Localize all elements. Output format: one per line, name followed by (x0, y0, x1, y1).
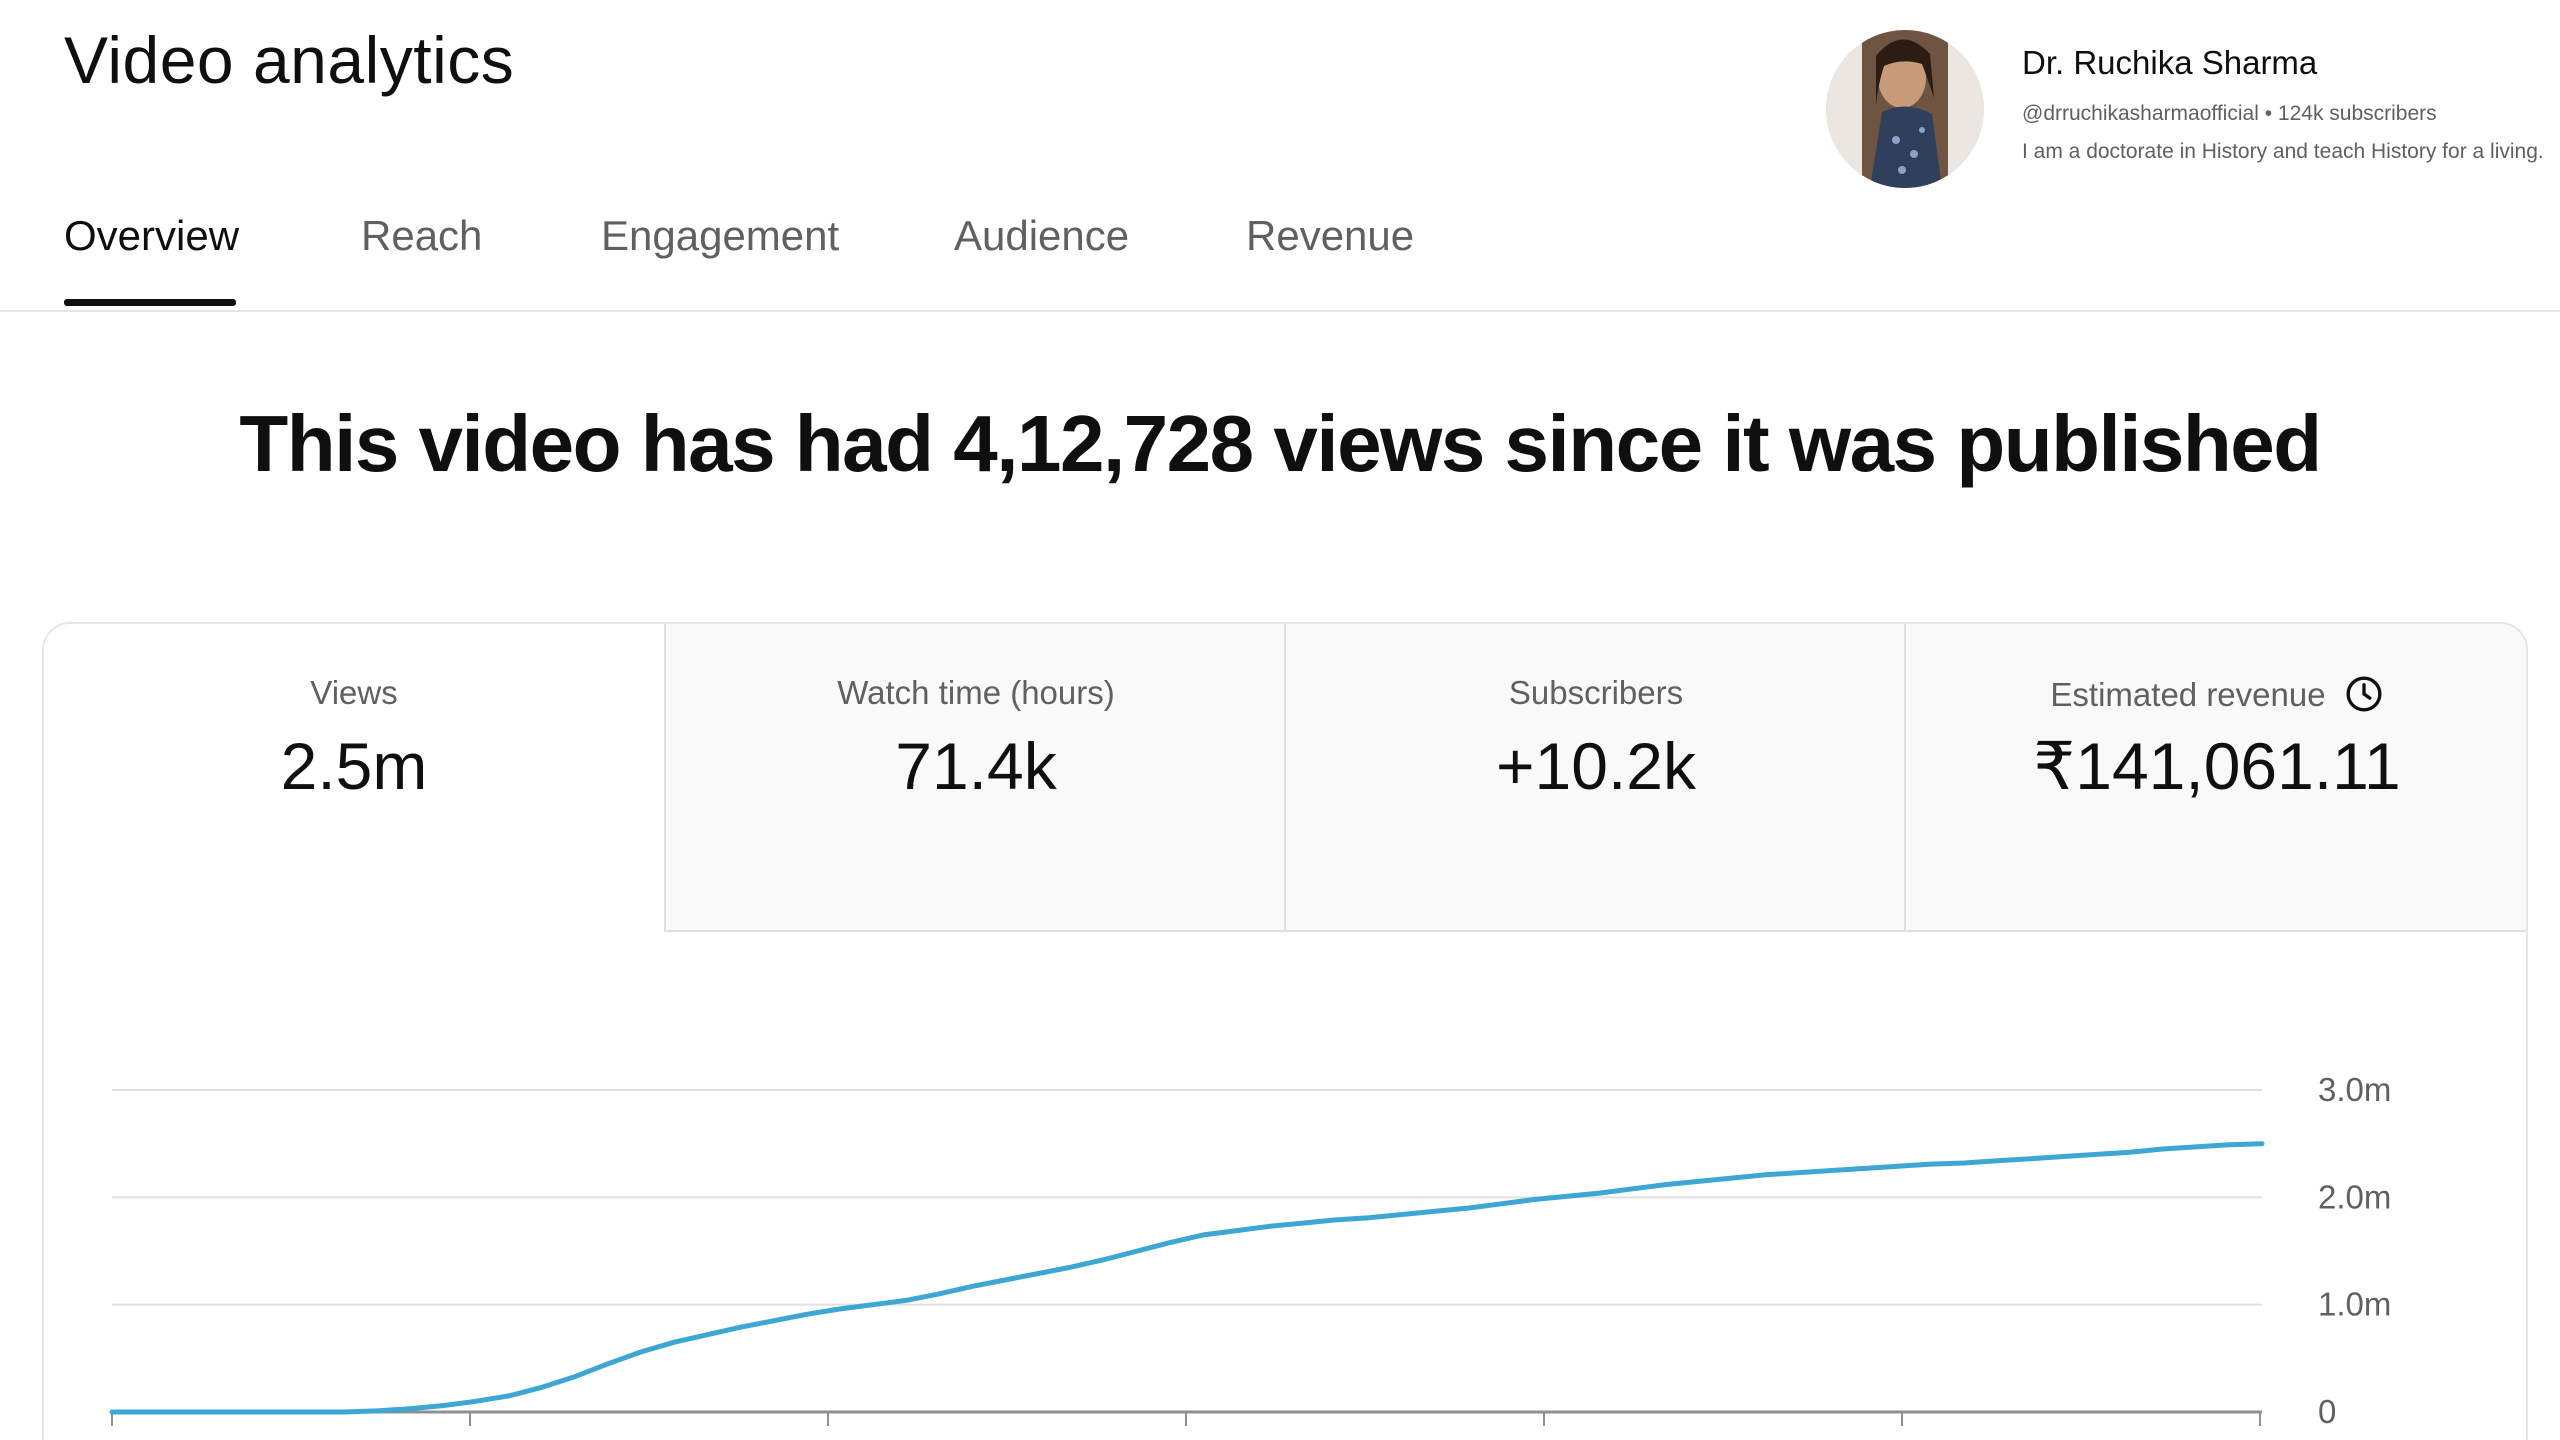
tab-overview[interactable]: Overview (64, 212, 240, 259)
page-title: Video analytics (64, 23, 515, 97)
metric-value: ₹141,061.11 (2033, 729, 2401, 803)
metric-watch-time[interactable]: Watch time (hours) 71.4k (664, 624, 1286, 932)
metric-label-text: Estimated revenue (2050, 676, 2326, 713)
y-tick-label: 2.0m (2318, 1178, 2391, 1215)
channel-name[interactable]: Dr. Ruchika Sharma (2022, 44, 2318, 81)
views-chart: 0 1.0m 2.0m 3.0m (109, 1071, 2391, 1430)
metric-subscribers[interactable]: Subscribers +10.2k (1284, 624, 1906, 932)
views-series-line[interactable] (109, 1141, 2265, 1415)
metric-label: Views (310, 674, 398, 711)
subscriber-count: 124k subscribers (2277, 102, 2437, 125)
tab-reach[interactable]: Reach (361, 212, 483, 259)
tab-bar: Overview Reach Engagement Audience Reven… (0, 190, 2560, 312)
metric-label: Watch time (hours) (837, 674, 1115, 711)
tab-revenue[interactable]: Revenue (1246, 212, 1415, 259)
channel-info: Dr. Ruchika Sharma @drruchikasharmaoffic… (1826, 30, 2546, 190)
clock-icon[interactable] (2344, 674, 2384, 714)
active-tab-indicator (64, 299, 236, 306)
y-tick-label: 0 (2318, 1393, 2336, 1430)
views-headline: This video has had 4,12,728 views since … (239, 399, 2322, 488)
tab-engagement[interactable]: Engagement (601, 212, 840, 259)
metric-value: 71.4k (895, 729, 1057, 803)
channel-description: I am a doctorate in History and teach Hi… (2022, 140, 2544, 163)
metric-value: +10.2k (1496, 729, 1696, 803)
channel-handle: @drruchikasharmaofficial (2022, 102, 2259, 125)
y-tick-label: 1.0m (2318, 1286, 2391, 1323)
metrics-card: Views 2.5m Watch time (hours) 71.4k Subs… (42, 622, 2528, 1440)
meta-separator: • (2264, 102, 2273, 125)
metric-value: 2.5m (280, 729, 428, 803)
avatar-image (1826, 30, 1984, 188)
avatar[interactable] (1826, 30, 1984, 188)
tab-audience[interactable]: Audience (954, 212, 1130, 259)
metric-label: Subscribers (1508, 674, 1684, 711)
y-tick-label: 3.0m (2318, 1071, 2391, 1108)
metric-views[interactable]: Views 2.5m (44, 624, 664, 930)
channel-meta: @drruchikasharmaofficial • 124k subscrib… (2022, 102, 2437, 126)
metric-label: Estimated revenue (1906, 674, 2526, 714)
metric-estimated-revenue[interactable]: Estimated revenue ₹141,061.11 (1904, 624, 2526, 932)
